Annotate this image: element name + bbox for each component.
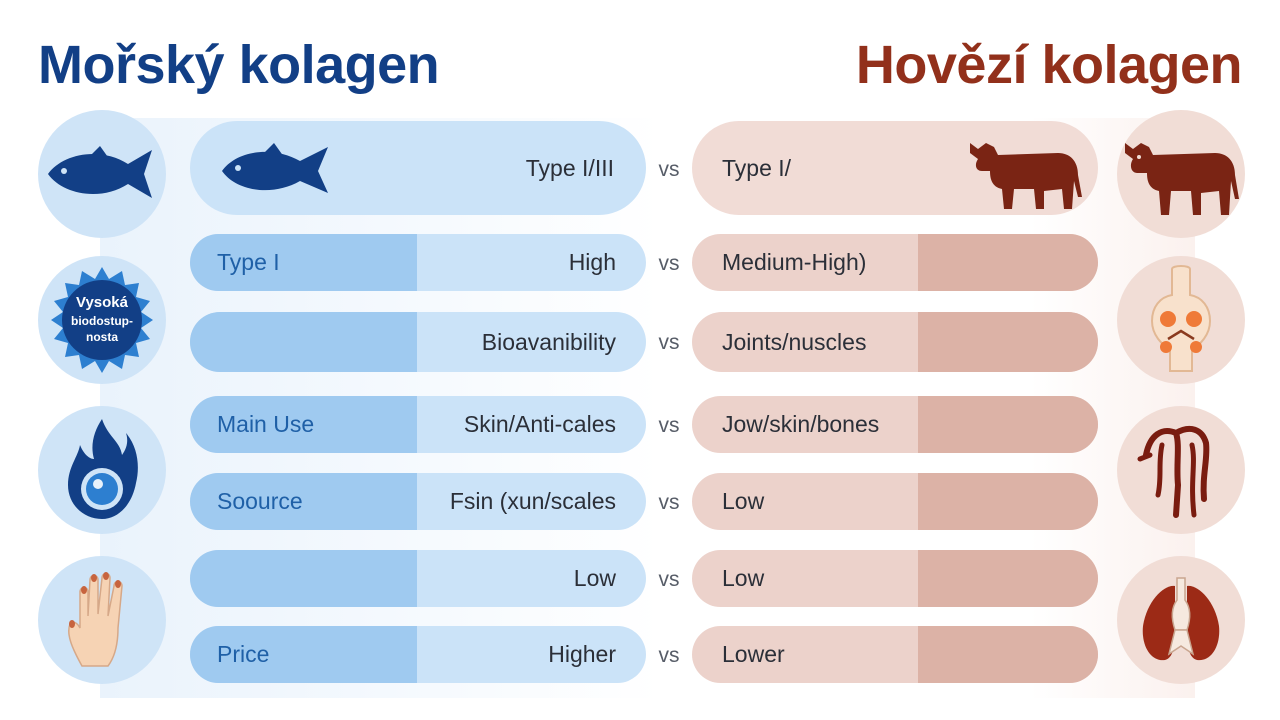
bioavailability-badge-circle: Vysoká biodostup- nosta (38, 256, 166, 384)
marine-value: Fsin (xun/scales (449, 488, 616, 514)
fish-circle (38, 110, 166, 238)
vs-label: vs (658, 414, 680, 437)
pill-accent-segment (190, 550, 417, 607)
fish-icon (216, 143, 334, 195)
pill-accent-segment (918, 234, 1098, 291)
pill-accent-segment (918, 312, 1098, 372)
comparison-row: Soource Fsin (xun/scales vs Low (0, 473, 1280, 530)
comparison-row: Type I High vs Medium-High) (0, 234, 1280, 291)
comparison-row: Type I/III vs Type I/ (0, 121, 1280, 215)
cow-icon (966, 133, 1084, 211)
marine-pill: Low (190, 550, 646, 607)
marine-value: High (568, 249, 616, 275)
bovine-value: Joints/nuscles (722, 328, 867, 355)
water-flame-circle (38, 406, 166, 534)
hand-circle (38, 556, 166, 684)
vs-label: vs (658, 568, 680, 591)
bovine-pill: Low (692, 473, 1098, 530)
fish-icon (40, 144, 164, 204)
water-flame-icon (62, 415, 142, 525)
cow-circle (1117, 110, 1245, 238)
marine-value: Type I/III (525, 154, 614, 181)
pill-accent-segment (190, 626, 417, 683)
bovine-pill: Lower (692, 626, 1098, 683)
pill-accent-segment (190, 473, 417, 530)
vs-label: vs (658, 252, 680, 275)
comparison-row: Bioavanibility vs Joints/nuscles (0, 312, 1280, 372)
bovine-value: Jow/skin/bones (722, 411, 880, 437)
joint-cartilage-icon (1146, 265, 1216, 375)
joint-circle (1117, 256, 1245, 384)
badge-line-2: biodostup- (71, 314, 133, 328)
bioavailability-badge-icon: Vysoká biodostup- nosta (47, 265, 157, 375)
pill-accent-segment (190, 312, 417, 372)
tendons-icon (1136, 415, 1226, 525)
pill-accent-segment (918, 396, 1098, 453)
marine-pill: Bioavanibility (190, 312, 646, 372)
bovine-pill: Jow/skin/bones (692, 396, 1098, 453)
marine-value: Bioavanibility (481, 328, 616, 355)
hand-icon (62, 570, 142, 670)
comparison-row: Price Higher vs Lower (0, 626, 1280, 683)
marine-label: Price (217, 641, 270, 667)
marine-label: Type I (217, 249, 280, 275)
comparison-row: Main Use Skin/Anti-cales vs Jow/skin/bon… (0, 396, 1280, 453)
bovine-value: Low (722, 488, 765, 514)
bovine-value: Low (722, 565, 765, 591)
marine-value: Low (573, 565, 616, 591)
marine-label: Soource (217, 488, 303, 514)
marine-value: Skin/Anti-cales (463, 411, 616, 437)
pill-accent-segment (918, 473, 1098, 530)
marine-pill: Main Use Skin/Anti-cales (190, 396, 646, 453)
pill-accent-segment (918, 626, 1098, 683)
marine-pill: Type I High (190, 234, 646, 291)
marine-pill: Type I/III (190, 121, 646, 215)
marine-collagen-title: Mořský kolagen (38, 35, 440, 95)
lungs-circle (1117, 556, 1245, 684)
badge-line-3: nosta (86, 330, 118, 344)
bovine-pill: Medium-High) (692, 234, 1098, 291)
cow-icon (1119, 129, 1243, 219)
marine-label: Main Use (217, 411, 315, 437)
vs-label: vs (658, 331, 680, 354)
pill-accent-segment (918, 550, 1098, 607)
pill-accent-segment (190, 396, 417, 453)
lungs-icon (1131, 570, 1231, 670)
bovine-value: Type I/ (722, 154, 792, 181)
vs-label: vs (658, 644, 680, 667)
bovine-value: Medium-High) (722, 249, 867, 275)
bovine-pill: Joints/nuscles (692, 312, 1098, 372)
vs-label: vs (658, 491, 680, 514)
bovine-pill: Type I/ (692, 121, 1098, 215)
marine-pill: Soource Fsin (xun/scales (190, 473, 646, 530)
bovine-pill: Low (692, 550, 1098, 607)
badge-line-1: Vysoká (76, 294, 129, 311)
marine-value: Higher (548, 641, 616, 667)
pill-accent-segment (190, 234, 417, 291)
comparison-row: Low vs Low (0, 550, 1280, 607)
marine-pill: Price Higher (190, 626, 646, 683)
bovine-collagen-title: Hovězí kolagen (855, 35, 1243, 95)
tendon-circle (1117, 406, 1245, 534)
vs-label: vs (658, 158, 680, 181)
bovine-value: Lower (722, 641, 785, 667)
